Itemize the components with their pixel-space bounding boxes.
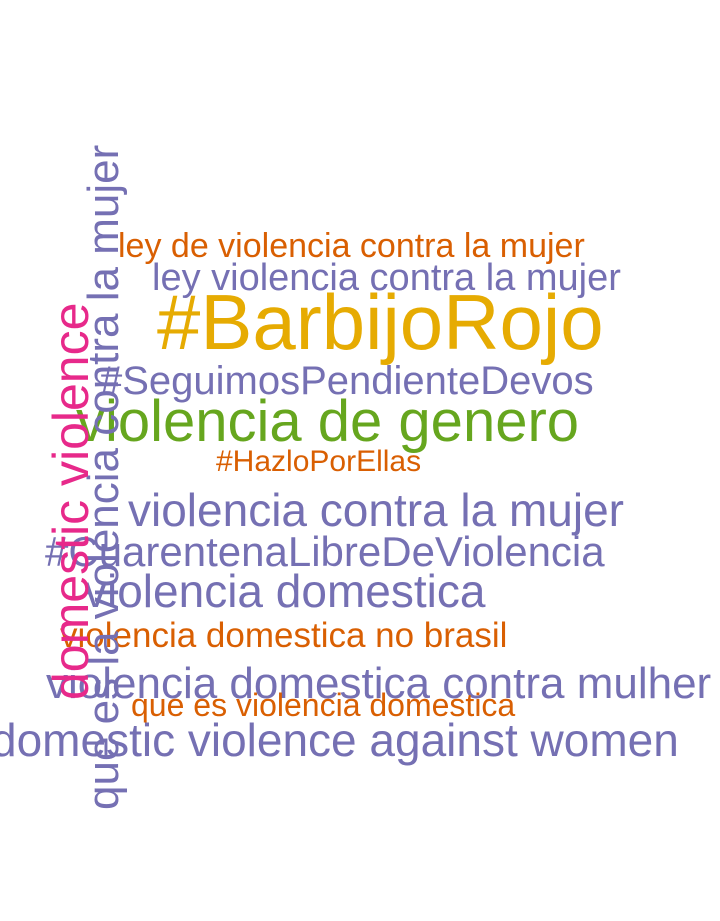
word-ley-de-violencia-contra-la-mujer: ley de violencia contra la mujer bbox=[118, 227, 585, 265]
word-violencia-domestica: violencia domestica bbox=[84, 565, 486, 617]
word-cuarentenalibredeviolencia: #CuarentenaLibreDeViolencia bbox=[45, 528, 605, 575]
word-barbijorojo: #BarbijoRojo bbox=[157, 278, 604, 366]
word-seguimospendientedevos: #SeguimosPendienteDevos bbox=[100, 359, 594, 403]
word-hazloporellas: #HazloPorEllas bbox=[216, 445, 422, 478]
word-que-es-violencia-domestica: que es violencia domestica bbox=[131, 687, 516, 723]
word-ley-violencia-contra-la-mujer: ley violencia contra la mujer bbox=[152, 257, 621, 299]
word-violencia-domestica-no-brasil: violencia domestica no brasil bbox=[60, 616, 508, 655]
word-violencia-de-genero: violencia de genero bbox=[76, 389, 580, 454]
word-domestic-violence-against-women: domestic violence against women bbox=[0, 714, 679, 766]
word-violencia-contra-la-mujer: violencia contra la mujer bbox=[128, 484, 625, 536]
word-violencia-domestica-contra-mulher: violencia domestica contra mulher bbox=[46, 659, 712, 708]
word-domestic-violence: domestic violence bbox=[43, 302, 99, 700]
